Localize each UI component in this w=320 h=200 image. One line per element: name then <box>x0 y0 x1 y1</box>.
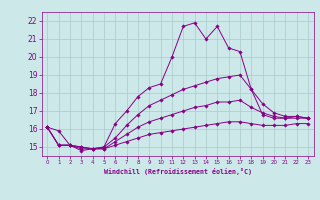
X-axis label: Windchill (Refroidissement éolien,°C): Windchill (Refroidissement éolien,°C) <box>104 168 252 175</box>
